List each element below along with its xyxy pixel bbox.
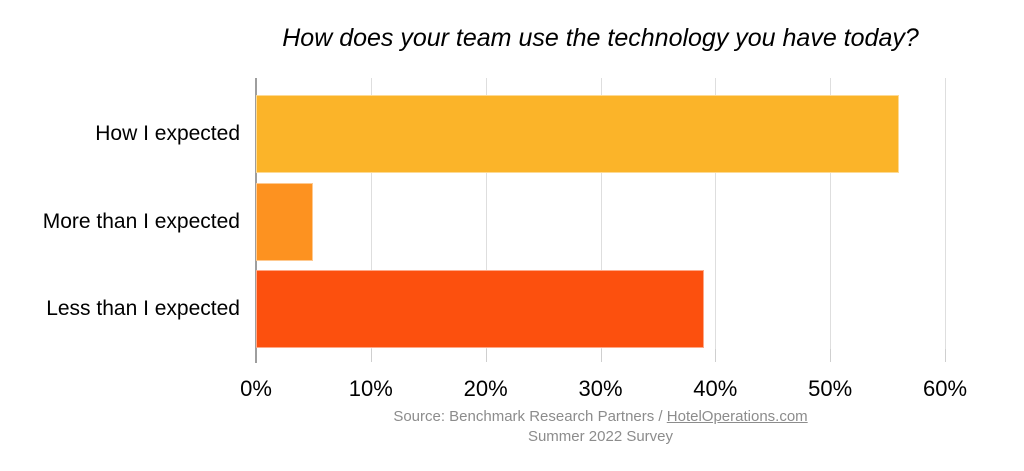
x-tick	[485, 349, 487, 362]
x-tick	[600, 349, 602, 362]
bar	[256, 270, 704, 348]
x-tick	[715, 349, 717, 362]
gridline	[370, 78, 372, 349]
x-tick	[945, 349, 946, 362]
chart-title: How does your team use the technology yo…	[282, 24, 919, 52]
x-axis-labels: 0% 10% 20% 30% 40% 50% 60%	[240, 376, 967, 404]
x-tick-label: 40%	[693, 376, 738, 401]
gridline	[485, 78, 487, 349]
category-label: Less than I expected	[46, 297, 240, 320]
plot-area	[256, 78, 946, 349]
source-text: Source: Benchmark Research Partners /	[393, 408, 667, 425]
x-tick-label: 20%	[463, 376, 508, 401]
x-tick	[830, 349, 832, 362]
bar	[256, 182, 314, 261]
x-tick	[370, 349, 372, 362]
x-tick-label: 30%	[578, 376, 623, 401]
source-line: Source: Benchmark Research Partners / Ho…	[256, 407, 945, 427]
gridline	[945, 78, 946, 349]
x-tick-label: 50%	[808, 376, 853, 401]
source-link[interactable]: HotelOperations.com	[666, 408, 808, 425]
source-credit: Source: Benchmark Research Partners / Ho…	[256, 407, 945, 447]
gridline	[600, 78, 602, 349]
x-tick-label: 60%	[922, 376, 968, 401]
category-label: How I expected	[95, 122, 240, 145]
x-tick-label: 10%	[348, 376, 393, 401]
x-tick-label: 0%	[240, 376, 272, 401]
gridline	[830, 78, 832, 349]
category-label: More than I expected	[42, 209, 240, 233]
survey-line: Summer 2022 Survey	[527, 428, 674, 445]
x-axis-ticks	[256, 349, 946, 362]
gridline	[715, 78, 717, 349]
bar	[256, 95, 900, 173]
